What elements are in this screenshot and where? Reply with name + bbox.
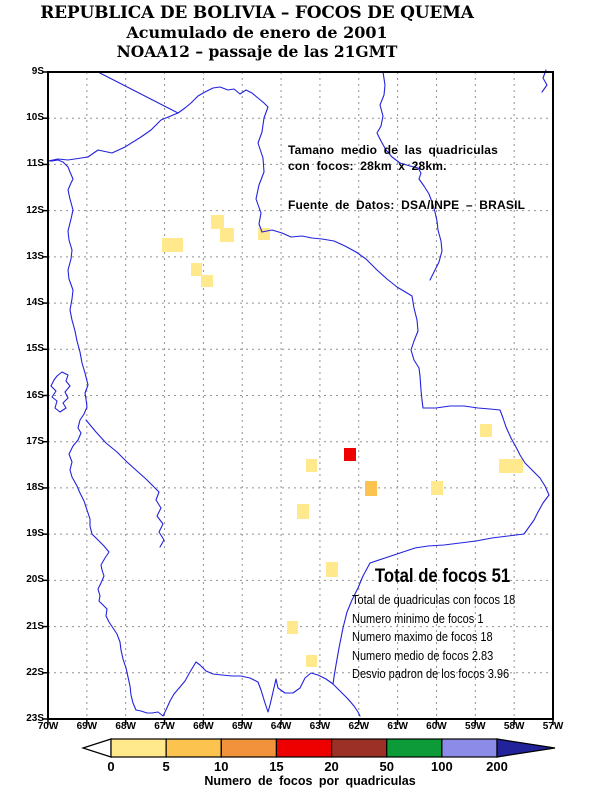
lat-label: 12S [26, 204, 44, 216]
legend-tick-label: 100 [430, 759, 453, 774]
lon-label: 68W [115, 721, 136, 732]
graticule-gridlines [48, 72, 553, 719]
fire-cell [258, 228, 270, 240]
lat-label: 14S [26, 297, 44, 309]
lon-label: 67W [154, 721, 175, 732]
fire-cell [431, 481, 443, 495]
lat-label: 11S [26, 158, 44, 170]
lon-label: 63W [309, 721, 331, 732]
lon-label: 64W [270, 721, 292, 732]
legend-segment [220, 738, 278, 758]
fire-cell [297, 504, 309, 519]
fire-cell [499, 459, 523, 473]
lon-label: 61W [387, 721, 408, 732]
data-source-note: Fuente de Datos: DSA/INPE – BRASIL [288, 198, 526, 212]
fire-cells-layer [162, 215, 523, 667]
legend-overflow-arrow [496, 738, 556, 758]
lon-label: 70W [37, 721, 59, 732]
page-subtitle: Acumulado de enero de 2001 [126, 23, 388, 42]
lon-label: 57W [542, 721, 564, 732]
legend-caption: Numero de focos por quadriculas [204, 774, 416, 788]
lon-label: 69W [76, 721, 98, 732]
lat-label: 21S [26, 620, 44, 632]
lat-label: 20S [26, 574, 44, 586]
fire-cell [480, 424, 492, 437]
legend-tick-label: 50 [379, 759, 394, 774]
statistic-line: Numero minimo de focos 1 [352, 611, 484, 626]
legend-segment [110, 738, 167, 758]
fire-cell [306, 459, 317, 472]
fire-cell [365, 481, 377, 496]
legend-tick-label: 15 [269, 759, 284, 774]
legend-colorbar [81, 738, 556, 758]
legend-tick-label: 20 [324, 759, 339, 774]
fire-cell [287, 621, 298, 634]
fire-cell [220, 228, 234, 242]
lat-label: 16S [26, 389, 44, 401]
title-block: REPUBLICA DE BOLIVIA – FOCOS DE QUEMA Ac… [0, 3, 514, 62]
fire-cell [201, 275, 213, 287]
satellite-pass-subtitle: NOAA12 – passaje de las 21GMT [116, 42, 398, 61]
axis-ticks [42, 71, 554, 725]
grid-size-note-line2: con focos: 28km x 28km. [288, 158, 447, 173]
legend-tick-label: 5 [162, 759, 170, 774]
lat-label: 9S [31, 66, 44, 77]
legend-segment [386, 738, 443, 758]
lake-titicaca-outline [50, 371, 71, 413]
river-top-right [541, 69, 548, 93]
fire-cell [211, 215, 224, 229]
lat-label: 19S [26, 528, 44, 540]
lon-label: 65W [231, 721, 253, 732]
statistic-line: Numero medio de focos 2.83 [352, 648, 494, 663]
legend-tick-label: 0 [107, 759, 115, 774]
lat-label: 10S [26, 112, 44, 124]
legend-segment [441, 738, 498, 758]
statistics-block: Total de focos 51 Total de quadriculas c… [352, 566, 515, 684]
grid-size-note-line1: Tamano medio de las quadriculas [288, 143, 499, 157]
lat-label: 15S [26, 343, 44, 355]
legend-segment [275, 738, 333, 758]
fire-cell [162, 238, 183, 252]
lat-label: 22S [26, 666, 44, 678]
lat-label: 13S [26, 250, 44, 262]
statistic-line: Numero maximo de focos 18 [352, 630, 493, 645]
statistic-line: Total de quadriculas con focos 18 [352, 593, 516, 607]
lat-label: 18S [26, 481, 44, 493]
grid-size-note: Tamano medio de las quadriculas con foco… [288, 143, 498, 174]
statistics-lines: Total de quadriculas con focos 18 Numero … [352, 591, 515, 684]
lat-label: 17S [26, 435, 44, 447]
fire-cell [326, 562, 338, 577]
total-focos-title: Total de focos 51 [374, 566, 511, 587]
country-borders-layer [47, 69, 550, 717]
statistic-line: Desvio padron de los focos 3.96 [352, 667, 510, 682]
lon-label: 58W [503, 721, 525, 732]
lat-label: 23S [26, 713, 44, 724]
fire-cell [306, 655, 317, 667]
lon-label: 59W [465, 721, 486, 732]
bolivia-border-outline [47, 86, 550, 717]
river-northeast [376, 71, 443, 281]
fire-cell [191, 263, 202, 276]
legend-tick-label: 200 [486, 759, 508, 774]
desaguadero-river [85, 419, 165, 548]
lon-label: 62W [348, 721, 370, 732]
legend-segment [165, 738, 222, 758]
page-title: REPUBLICA DE BOLIVIA – FOCOS DE QUEMA [40, 3, 474, 23]
fire-cell [344, 448, 356, 461]
legend-tick-label: 10 [214, 759, 229, 774]
pilcomayo-river-tail [332, 683, 361, 717]
legend-segment [330, 738, 388, 758]
lon-label: 60W [426, 721, 447, 732]
legend-underflow-arrow [81, 738, 112, 758]
peru-brazil-border-line [97, 71, 179, 114]
lon-label: 66W [193, 721, 214, 732]
